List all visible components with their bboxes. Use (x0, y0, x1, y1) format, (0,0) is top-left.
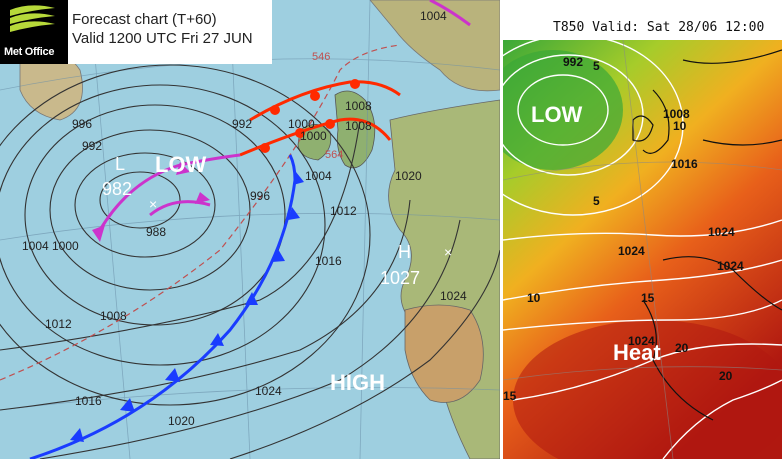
t850-header: T850 Valid: Sat 28/06 12:00 (503, 0, 782, 40)
isobars (0, 64, 500, 459)
right-heat-annotation: Heat (613, 340, 661, 365)
land-iberia (404, 304, 484, 403)
svg-text:1000: 1000 (288, 117, 315, 131)
chart-title-line2: Valid 1200 UTC Fri 27 JUN (72, 30, 253, 47)
svg-text:20: 20 (675, 341, 689, 355)
pressure-map: × × 996 992 1000 1004 1008 1012 1016 102… (0, 0, 500, 459)
high-centre-cross: × (444, 244, 452, 260)
svg-text:1020: 1020 (395, 169, 422, 183)
occluded-front-2 (149, 200, 211, 217)
svg-text:1020: 1020 (168, 414, 195, 428)
svg-text:1024: 1024 (708, 225, 735, 239)
chart-header: Met Office Forecast chart (T+60) Valid 1… (0, 0, 272, 64)
occluded-front (98, 153, 241, 231)
svg-text:1016: 1016 (671, 157, 698, 171)
svg-text:1016: 1016 (315, 254, 342, 268)
t850-contour-labels: 992 5 1008 10 1016 5 1024 1024 1024 10 1… (503, 55, 744, 403)
t850-title: T850 Valid: Sat 28/06 12:00 (553, 20, 765, 35)
svg-text:1024: 1024 (717, 259, 744, 273)
low-centre-cross: × (149, 196, 157, 212)
low-centre-letter: L (115, 154, 125, 174)
met-office-logo: Met Office (0, 0, 68, 64)
t850-chart: 992 5 1008 10 1016 5 1024 1024 1024 10 1… (503, 0, 782, 459)
t850-coastlines (632, 49, 782, 421)
left-high-annotation: HIGH (330, 370, 385, 395)
chart-title: Forecast chart (T+60) Valid 1200 UTC Fri… (72, 10, 253, 48)
left-low-annotation: LOW (155, 152, 207, 177)
svg-text:1008: 1008 (663, 107, 690, 121)
svg-text:5: 5 (593, 59, 600, 73)
svg-text:1000: 1000 (300, 129, 327, 143)
isobar-labels: 996 992 1000 1004 1008 1012 1016 1020 10… (22, 9, 467, 428)
svg-text:1000: 1000 (52, 239, 79, 253)
high-centre-value: 1027 (380, 268, 420, 288)
svg-text:1024: 1024 (618, 244, 645, 258)
svg-text:1024: 1024 (255, 384, 282, 398)
svg-text:15: 15 (503, 389, 517, 403)
svg-text:20: 20 (719, 369, 733, 383)
svg-text:1008: 1008 (100, 309, 127, 323)
svg-text:1004: 1004 (305, 169, 332, 183)
warm-front (239, 117, 392, 157)
svg-text:564: 564 (325, 149, 343, 161)
svg-text:5: 5 (593, 194, 600, 208)
t850-map: 992 5 1008 10 1016 5 1024 1024 1024 10 1… (503, 34, 782, 459)
svg-text:1016: 1016 (75, 394, 102, 408)
svg-text:996: 996 (72, 117, 92, 131)
svg-text:996: 996 (250, 189, 270, 203)
land-britain (334, 90, 376, 169)
svg-text:1012: 1012 (45, 317, 72, 331)
svg-text:1008: 1008 (345, 119, 372, 133)
thickness-line (0, 44, 401, 381)
svg-text:988: 988 (146, 225, 166, 239)
svg-text:992: 992 (563, 55, 583, 69)
svg-text:10: 10 (673, 119, 687, 133)
svg-text:1004: 1004 (420, 9, 447, 23)
right-low-annotation: LOW (531, 102, 583, 127)
occluded-front-north (429, 0, 471, 27)
svg-text:1008: 1008 (345, 99, 372, 113)
met-office-logo-icon (10, 5, 55, 32)
surface-pressure-chart: × × 996 992 1000 1004 1008 1012 1016 102… (0, 0, 500, 459)
svg-text:546: 546 (312, 51, 330, 63)
svg-text:992: 992 (232, 117, 252, 131)
svg-text:1024: 1024 (440, 289, 467, 303)
svg-text:1012: 1012 (330, 204, 357, 218)
cold-front-triangles (70, 172, 304, 442)
low-centre-value: 982 (102, 179, 132, 199)
high-centre-letter: H (398, 242, 411, 262)
t850-contours (503, 34, 782, 459)
svg-text:1004: 1004 (22, 239, 49, 253)
svg-text:15: 15 (641, 291, 655, 305)
svg-text:992: 992 (82, 139, 102, 153)
svg-text:1024: 1024 (628, 334, 655, 348)
chart-title-line1: Forecast chart (T+60) (72, 11, 217, 28)
svg-text:10: 10 (527, 291, 541, 305)
